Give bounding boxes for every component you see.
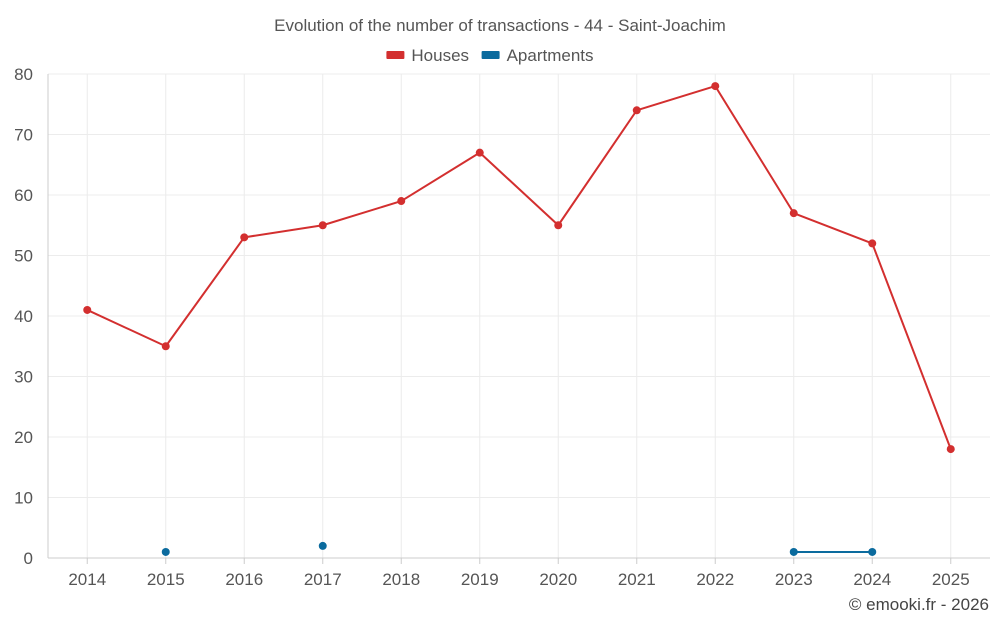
x-tick-label: 2025 [932,570,970,589]
chart-title: Evolution of the number of transactions … [274,16,726,35]
houses-point-2015[interactable] [161,342,170,351]
x-tick-label: 2022 [696,570,734,589]
houses-line-segment [714,85,795,215]
houses-line-segment [478,151,560,227]
x-tick-label: 2019 [461,570,499,589]
y-tick-label: 80 [14,65,33,84]
legend-swatch-apartments [481,51,500,59]
x-tick-label: 2023 [775,570,813,589]
series-apartments [161,541,877,556]
houses-line-segment [635,85,717,112]
houses-point-2019[interactable] [475,148,484,157]
legend-swatch-houses [386,51,405,59]
y-tick-label: 60 [14,186,33,205]
houses-point-2014[interactable] [83,305,92,314]
houses-line-segment [243,224,324,239]
houses-point-2017[interactable] [318,221,327,230]
houses-point-2016[interactable] [240,233,249,242]
y-tick-label: 70 [14,126,33,145]
houses-line-segment [164,236,246,348]
x-tick-label: 2015 [147,570,185,589]
houses-point-2023[interactable] [789,209,798,218]
x-tick-label: 2024 [853,570,891,589]
apartments-point-2017[interactable] [318,541,327,550]
series-houses [83,82,955,454]
y-tick-label: 0 [24,549,33,568]
y-tick-label: 20 [14,428,33,447]
apartments-point-2023[interactable] [789,547,798,556]
x-tick-label: 2021 [618,570,656,589]
apartments-point-2024[interactable] [868,547,877,556]
houses-point-2022[interactable] [711,82,720,91]
credit-text: © emooki.fr - 2026 [849,595,989,614]
houses-line-segment [557,109,638,227]
y-tick-label: 50 [14,247,33,266]
houses-point-2018[interactable] [397,197,406,206]
houses-line-segment [321,200,403,227]
houses-point-2021[interactable] [632,106,641,115]
apartments-point-2015[interactable] [161,547,170,556]
houses-line-segment [400,151,481,203]
y-tick-label: 40 [14,307,33,326]
x-axis-ticks: 2014 2015 2016 2017 2018 2019 2020 2021 2022 2023… [68,558,970,589]
legend-label-apartments: Apartments [507,46,594,65]
x-tick-label: 2018 [382,570,420,589]
houses-line-segment [792,212,874,245]
series-layer [83,82,955,556]
y-tick-label: 10 [14,489,33,508]
x-tick-label: 2020 [539,570,577,589]
legend-item-apartments[interactable]: Apartments [481,46,594,65]
houses-line-segment [871,242,952,451]
houses-point-2024[interactable] [868,239,877,248]
houses-point-2020[interactable] [554,221,563,230]
x-tick-label: 2017 [304,570,342,589]
houses-line-segment [86,308,167,348]
axes [47,74,990,559]
legend-item-houses[interactable]: Houses [386,46,469,65]
y-tick-label: 30 [14,368,33,387]
legend-label-houses: Houses [411,46,469,65]
houses-point-2025[interactable] [946,445,955,454]
y-axis-ticks: 0 10 20 30 40 50 60 70 80 [14,65,33,568]
x-tick-label: 2016 [225,570,263,589]
legend: Houses Apartments [386,46,594,65]
x-tick-label: 2014 [68,570,106,589]
grid [48,73,990,558]
